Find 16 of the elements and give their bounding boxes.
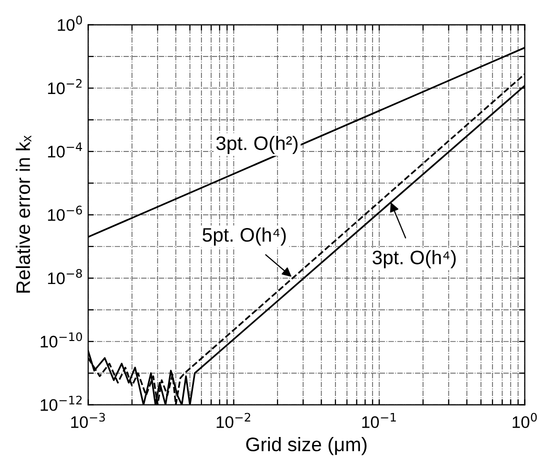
y-tick-label: 10$^{0}$ [58,16,82,31]
y-tick-label: 10$^{−12}$ [40,396,82,411]
y-tick-label: 10$^{−4}$ [48,142,82,158]
annotation: 3pt. O(h²) [216,136,298,154]
y-tick-label: 10$^{−6}$ [48,206,82,221]
y-tick-label: 10$^{−2}$ [48,79,82,94]
y-tick-label: 10$^{−10}$ [40,332,82,348]
x-tick-label: 10$^{−2}$ [216,412,250,428]
y-tick-label: 10$^{−8}$ [48,269,82,284]
x-tick-label: 10$^{0}$ [512,412,537,428]
x-axis-title: Grid size (μm) [246,437,367,456]
x-tick-label: 10$^{−1}$ [362,413,396,428]
annotation: 5pt. O(h⁴) [202,227,286,246]
annotation: 3pt. O(h⁴) [372,250,456,268]
x-tick-label: 10$^{−3}$ [71,412,105,428]
y-axis-title: Relative error in kₓ [16,135,32,293]
